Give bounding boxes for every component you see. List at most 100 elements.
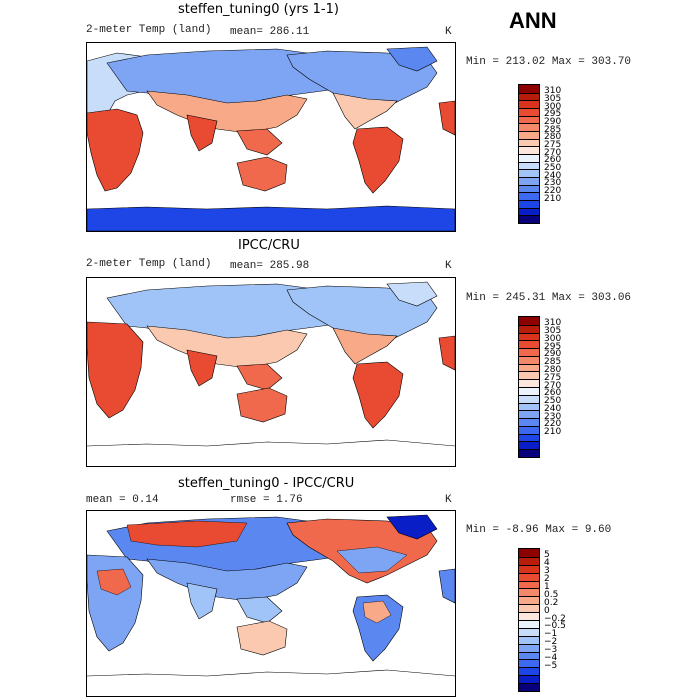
colorbar-tick-label: 285 bbox=[544, 124, 562, 135]
colorbar-tick-label: −2 bbox=[544, 637, 558, 648]
region-australia bbox=[236, 156, 288, 192]
region-na-cool bbox=[336, 546, 408, 574]
colorbar-box bbox=[519, 123, 539, 131]
colorbar-tick-label: 2 bbox=[544, 574, 550, 585]
antarctica-outline bbox=[87, 439, 455, 447]
panel3-title: steffen_tuning0 - IPCC/CRU bbox=[178, 476, 355, 491]
region-east-edge bbox=[438, 568, 455, 604]
colorbar-box bbox=[519, 324, 539, 333]
colorbar-box bbox=[519, 675, 539, 684]
colorbar-tick-label: 290 bbox=[544, 116, 562, 127]
colorbar-box bbox=[519, 169, 539, 177]
region-asia-warm bbox=[146, 325, 308, 369]
region-australia bbox=[236, 620, 288, 656]
colorbar-tick-label: −0.2 bbox=[544, 613, 566, 624]
panel1-title: steffen_tuning0 (yrs 1-1) bbox=[178, 2, 339, 17]
colorbar-box bbox=[519, 379, 539, 387]
colorbar-tick-label: 240 bbox=[544, 403, 562, 414]
panel1-map bbox=[86, 42, 456, 232]
colorbar-tick-label: 230 bbox=[544, 411, 562, 422]
panel3-map-svg bbox=[87, 514, 455, 677]
colorbar-box bbox=[519, 131, 539, 139]
region-greenland bbox=[386, 514, 438, 540]
colorbar-tick-label: 250 bbox=[544, 396, 562, 407]
colorbar-tick-label: −1 bbox=[544, 629, 558, 640]
panel1-units: K bbox=[445, 26, 452, 38]
colorbar-tick-label: 0 bbox=[544, 605, 550, 616]
colorbar-box bbox=[519, 441, 539, 450]
colorbar-tick-label: 310 bbox=[544, 86, 562, 97]
colorbar-tick-label: 270 bbox=[544, 147, 562, 158]
region-asia-warm bbox=[146, 90, 308, 134]
colorbar-box bbox=[519, 394, 539, 403]
colorbar-tick-label: 1 bbox=[544, 581, 550, 592]
panel1-colorbar bbox=[518, 84, 540, 224]
region-greenland bbox=[386, 46, 438, 72]
panel3-rmse: rmse = 1.76 bbox=[230, 494, 303, 506]
colorbar-tick-label: 285 bbox=[544, 357, 562, 368]
region-east-edge bbox=[438, 335, 455, 371]
colorbar-tick-label: 295 bbox=[544, 109, 562, 120]
colorbar-box bbox=[519, 635, 539, 644]
colorbar-tick-label: 210 bbox=[544, 427, 562, 438]
colorbar-box bbox=[519, 549, 539, 557]
colorbar-box bbox=[519, 207, 539, 216]
colorbar-box bbox=[519, 154, 539, 162]
season-label: ANN bbox=[509, 8, 557, 33]
colorbar-tick-label: 295 bbox=[544, 341, 562, 352]
region-se-asia bbox=[236, 363, 283, 391]
colorbar-box bbox=[519, 355, 539, 364]
colorbar-tick-label: 250 bbox=[544, 162, 562, 173]
region-sa-warm bbox=[362, 600, 392, 624]
panel1-mean: mean= 286.11 bbox=[230, 26, 310, 38]
colorbar-tick-label: 260 bbox=[544, 388, 562, 399]
colorbar-box bbox=[519, 161, 539, 170]
panel3-map bbox=[86, 510, 456, 697]
panel2-colorbar bbox=[518, 316, 540, 458]
colorbar-box bbox=[519, 184, 539, 193]
colorbar-box bbox=[519, 604, 539, 613]
region-india bbox=[186, 582, 218, 620]
colorbar-box bbox=[519, 580, 539, 589]
colorbar-tick-label: 280 bbox=[544, 364, 562, 375]
colorbar-tick-label: −0.5 bbox=[544, 621, 566, 632]
colorbar-box bbox=[519, 371, 539, 380]
colorbar-box bbox=[519, 85, 539, 93]
panel3-colorbar-labels: 5 4 3 2 1 0.5 0.2 0 −0.2 −0.5 −1 −2 −3 −4 −5 bbox=[518, 548, 578, 690]
region-africa-hot bbox=[87, 108, 144, 192]
region-se-asia bbox=[236, 596, 283, 624]
colorbar-box bbox=[519, 572, 539, 581]
colorbar-box bbox=[519, 627, 539, 636]
colorbar-box bbox=[519, 146, 539, 154]
colorbar-box bbox=[519, 108, 539, 116]
region-na-warm bbox=[332, 92, 398, 130]
colorbar-tick-label: 240 bbox=[544, 170, 562, 181]
continent-antarctica bbox=[87, 205, 455, 231]
region-australia bbox=[236, 387, 288, 423]
colorbar-tick-label: 300 bbox=[544, 333, 562, 344]
colorbar-tick-label: 0.2 bbox=[544, 597, 559, 608]
colorbar-box bbox=[519, 449, 539, 457]
colorbar-box bbox=[519, 402, 539, 411]
colorbar-tick-label: 275 bbox=[544, 139, 562, 150]
panel2-minmax: Min = 245.31 Max = 303.06 bbox=[466, 292, 632, 304]
panel3-units: K bbox=[445, 494, 452, 506]
colorbar-box bbox=[519, 115, 539, 124]
colorbar-tick-label: 300 bbox=[544, 101, 562, 112]
colorbar-tick-label: 4 bbox=[544, 558, 550, 569]
colorbar-box bbox=[519, 215, 539, 223]
colorbar-box bbox=[519, 667, 539, 676]
panel1-minmax: Min = 213.02 Max = 303.70 bbox=[466, 56, 632, 68]
panel2-map-svg bbox=[87, 281, 455, 447]
colorbar-tick-label: 305 bbox=[544, 326, 562, 337]
colorbar-tick-label: 260 bbox=[544, 155, 562, 166]
colorbar-box bbox=[519, 340, 539, 349]
panel1-map-svg bbox=[87, 46, 455, 231]
colorbar-tick-label: 310 bbox=[544, 318, 562, 329]
colorbar-box bbox=[519, 433, 539, 442]
colorbar-tick-label: 220 bbox=[544, 185, 562, 196]
colorbar-box bbox=[519, 192, 539, 200]
panel2-colorbar-labels: 310 305 300 295 290 285 280 275 270 260 250 240 230 2… bbox=[518, 316, 578, 456]
antarctica-outline bbox=[87, 669, 455, 677]
panel3-colorbar bbox=[518, 548, 540, 692]
